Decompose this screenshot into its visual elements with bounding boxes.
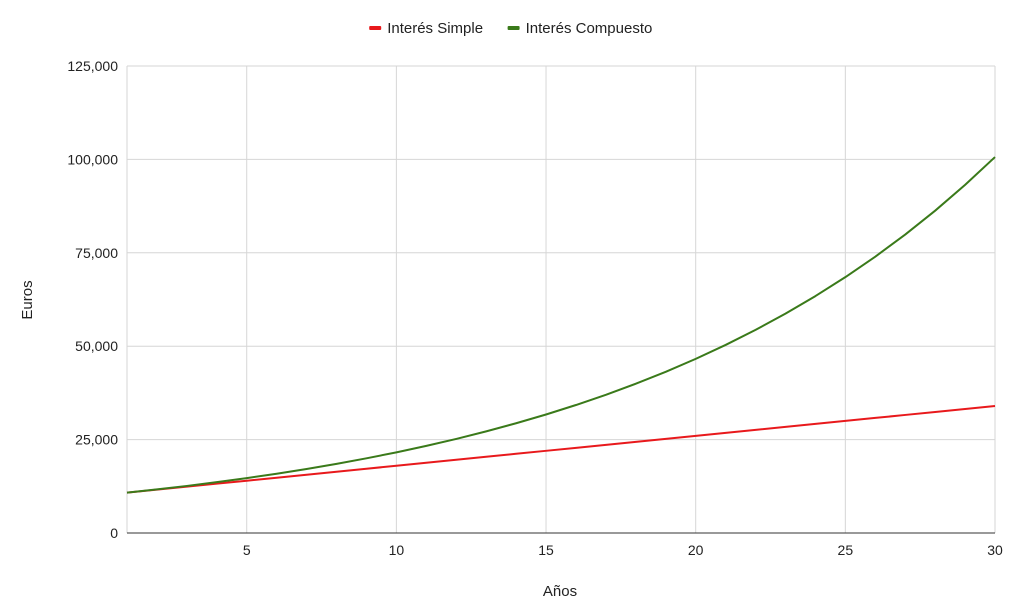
series-line — [126, 404, 996, 494]
series-lines — [126, 156, 996, 494]
x-tick-label: 10 — [389, 542, 405, 558]
legend-label: Interés Compuesto — [526, 20, 653, 37]
legend-swatch — [369, 26, 382, 30]
x-tick-label: 5 — [243, 542, 251, 558]
grid-lines — [126, 65, 996, 534]
y-tick-label: 125,000 — [67, 58, 118, 74]
x-tick-label: 25 — [838, 542, 854, 558]
legend-swatch — [507, 26, 520, 30]
x-tick-label: 20 — [688, 542, 704, 558]
y-tick-label: 100,000 — [67, 151, 118, 167]
y-tick-label: 0 — [110, 525, 118, 541]
y-axis-title: Euros — [19, 280, 36, 319]
y-tick-label: 50,000 — [75, 338, 118, 354]
y-tick-label: 25,000 — [75, 432, 118, 448]
x-tick-label: 30 — [987, 542, 1003, 558]
x-axis-ticks: 5 10 15 20 25 30 — [243, 542, 1003, 558]
legend: Interés Simple Interés Compuesto — [369, 20, 652, 37]
x-axis-title: Años — [543, 583, 577, 600]
y-tick-label: 75,000 — [75, 245, 118, 261]
y-axis-ticks: 0 25,000 50,000 75,000 100,000 125,000 — [67, 58, 118, 541]
series-line — [126, 156, 996, 494]
legend-label: Interés Simple — [387, 20, 483, 37]
x-tick-label: 15 — [538, 542, 554, 558]
